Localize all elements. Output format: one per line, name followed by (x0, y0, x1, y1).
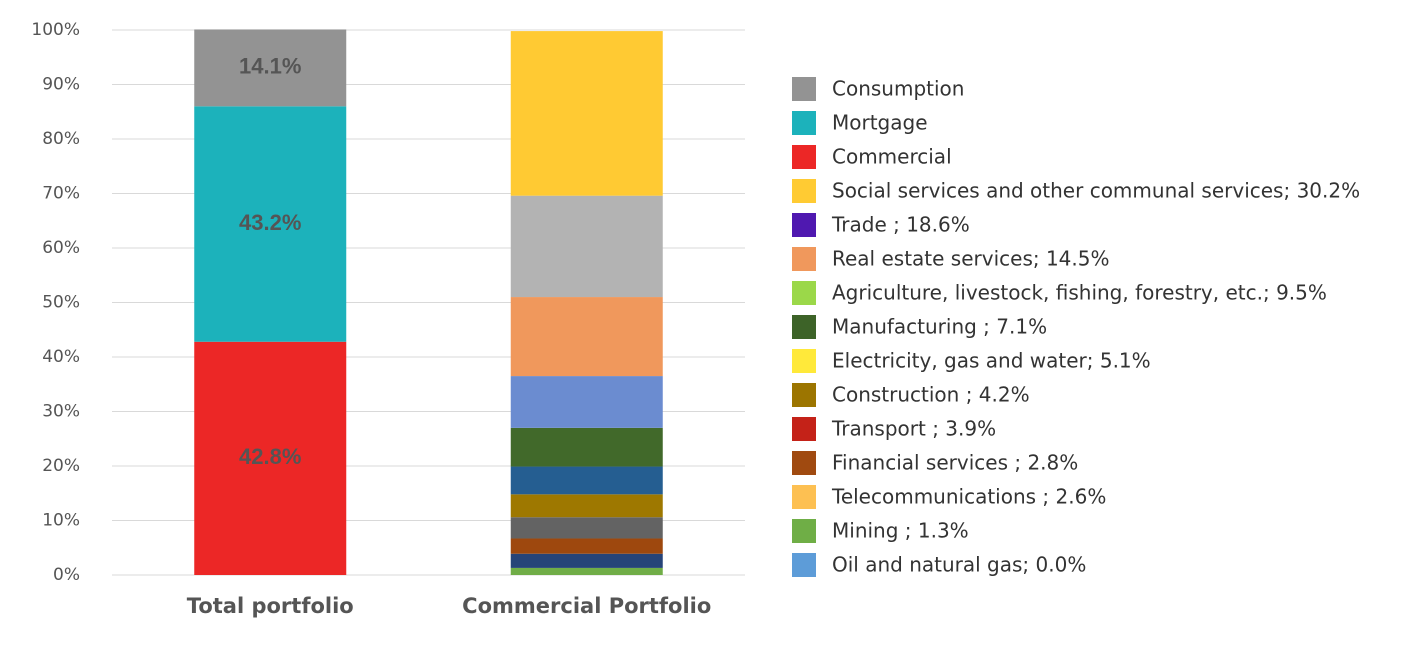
legend-label: Electricity, gas and water; 5.1% (832, 349, 1151, 373)
y-tick-label: 30% (42, 402, 80, 422)
data-label: 14.1% (239, 54, 301, 79)
data-label: 43.2% (239, 210, 301, 235)
bar-segment (510, 297, 663, 377)
legend-swatch (792, 213, 816, 237)
legend-swatch (792, 247, 816, 271)
legend-label: Manufacturing ; 7.1% (832, 315, 1047, 339)
bar-segment (510, 466, 663, 495)
legend-swatch (792, 77, 816, 101)
x-tick-label: Total portfolio (187, 594, 354, 618)
legend-label: Commercial (832, 145, 952, 169)
bar-segment (194, 341, 347, 575)
legend-swatch (792, 281, 816, 305)
legend-label: Real estate services; 14.5% (832, 247, 1110, 271)
y-tick-label: 80% (42, 129, 80, 149)
legend-label: Mining ; 1.3% (832, 519, 969, 543)
legend-label: Trade ; 18.6% (831, 213, 970, 237)
legend-label: Transport ; 3.9% (831, 417, 996, 441)
legend-label: Oil and natural gas; 0.0% (832, 553, 1086, 577)
data-label: 42.8% (239, 444, 301, 469)
legend-swatch (792, 315, 816, 339)
bar-segment (510, 553, 663, 568)
y-tick-label: 70% (42, 184, 80, 204)
bar-segment (510, 538, 663, 554)
bar-segment (510, 376, 663, 428)
y-tick-label: 0% (53, 565, 80, 585)
legend-label: Social services and other communal servi… (832, 179, 1360, 203)
legend-label: Agriculture, livestock, fishing, forestr… (832, 281, 1327, 305)
legend-label: Financial services ; 2.8% (832, 451, 1078, 475)
bar-segment (510, 567, 663, 575)
x-tick-label: Commercial Portfolio (462, 594, 711, 618)
y-tick-label: 60% (42, 238, 80, 258)
legend-swatch (792, 485, 816, 509)
y-tick-label: 90% (42, 75, 80, 95)
y-tick-label: 40% (42, 347, 80, 367)
bar-segment (510, 31, 663, 196)
y-tick-label: 100% (31, 20, 80, 40)
y-tick-label: 50% (42, 293, 80, 313)
legend-label: Mortgage (832, 111, 928, 135)
legend-swatch (792, 417, 816, 441)
bar-segment (510, 427, 663, 467)
legend-label: Telecommunications ; 2.6% (831, 485, 1106, 509)
legend-swatch (792, 145, 816, 169)
bar-segment (510, 494, 663, 518)
legend-label: Construction ; 4.2% (832, 383, 1030, 407)
y-tick-label: 20% (42, 456, 80, 476)
legend-swatch (792, 111, 816, 135)
legend-swatch (792, 179, 816, 203)
y-tick-label: 10% (42, 511, 80, 531)
bar-segment (510, 195, 663, 298)
legend-label: Consumption (832, 77, 964, 101)
legend-swatch (792, 349, 816, 373)
bar-segment (194, 106, 347, 342)
legend-swatch (792, 519, 816, 543)
bar-segment (510, 517, 663, 539)
legend-swatch (792, 451, 816, 475)
legend-swatch (792, 553, 816, 577)
bar-segment (194, 29, 347, 107)
legend-swatch (792, 383, 816, 407)
